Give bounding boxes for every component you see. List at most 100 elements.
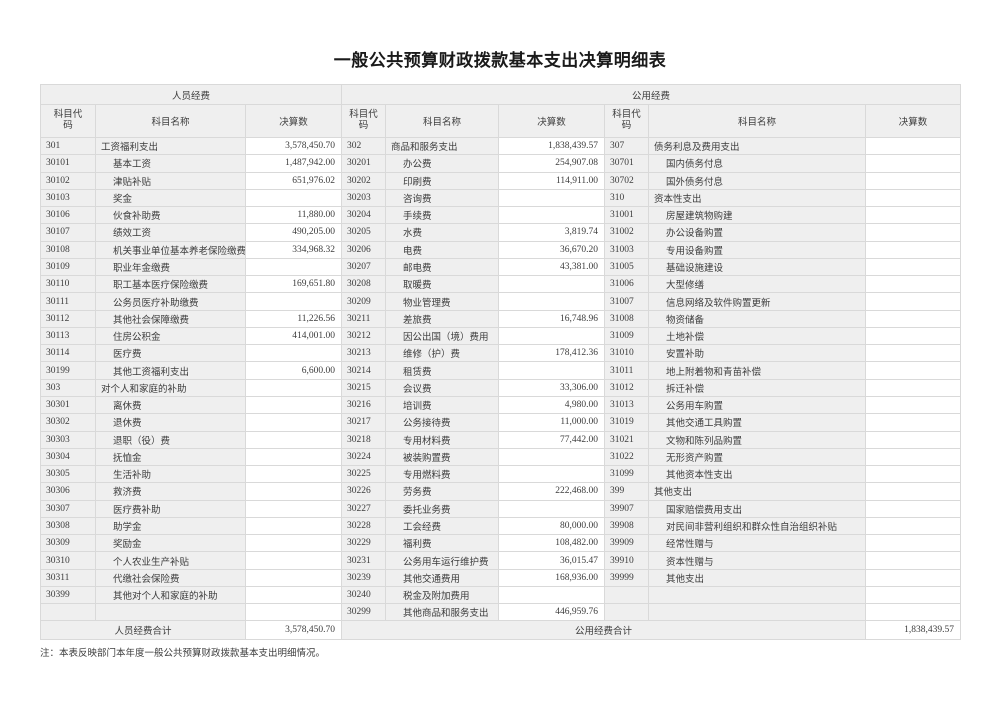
subject-code-cell: 307	[604, 136, 650, 156]
subject-code-cell: 31019	[604, 413, 650, 432]
value-cell: 1,487,942.00	[244, 154, 343, 173]
value-cell: 43,381.00	[498, 257, 606, 277]
value-cell	[865, 395, 962, 415]
subject-code-cell: 30103	[40, 188, 96, 208]
subject-name-cell: 生活补助	[95, 465, 246, 484]
subject-name-cell: 福利费	[385, 534, 500, 553]
value-cell	[244, 516, 343, 536]
value-cell	[865, 223, 962, 242]
value-cell	[865, 257, 962, 277]
subject-name-cell: 离休费	[95, 395, 246, 415]
section-public-header: 公用经费	[341, 84, 962, 105]
subject-name-cell: 信息网络及软件购置更新	[648, 292, 867, 311]
subject-code-cell: 30228	[341, 516, 387, 536]
subject-name-cell: 住房公积金	[95, 326, 246, 346]
subject-code-cell: 31007	[604, 292, 650, 311]
subject-code-cell: 30231	[341, 551, 387, 570]
subject-code-cell: 30224	[341, 447, 387, 467]
value-cell: 108,482.00	[498, 534, 606, 553]
value-cell: 651,976.02	[244, 171, 343, 190]
subject-code-cell: 31001	[604, 206, 650, 225]
subject-name-cell: 电费	[385, 240, 500, 259]
subject-code-cell: 30203	[341, 188, 387, 208]
value-cell	[865, 361, 962, 380]
value-cell	[498, 188, 606, 208]
subject-name-cell: 培训费	[385, 395, 500, 415]
subject-name-cell: 工会经费	[385, 516, 500, 536]
subject-name-cell: 租赁费	[385, 361, 500, 380]
value-cell	[244, 413, 343, 432]
value-cell	[244, 465, 343, 484]
subject-code-cell: 30209	[341, 292, 387, 311]
subject-name-cell: 地上附着物和青苗补偿	[648, 361, 867, 380]
subject-code-cell: 30110	[40, 275, 96, 294]
value-cell	[865, 309, 962, 328]
subject-name-cell: 其他商品和服务支出	[385, 603, 500, 622]
subject-name-cell: 办公设备购置	[648, 223, 867, 242]
value-cell	[498, 499, 606, 518]
subject-code-cell: 30114	[40, 344, 96, 363]
subject-name-cell: 无形资产购置	[648, 447, 867, 467]
subject-name-cell: 其他支出	[648, 568, 867, 587]
value-cell: 16,748.96	[498, 309, 606, 328]
subject-name-cell: 取暖费	[385, 275, 500, 294]
subject-code-cell: 30215	[341, 378, 387, 397]
subject-name-cell: 印刷费	[385, 171, 500, 190]
value-cell: 77,442.00	[498, 430, 606, 449]
table-row: 30101 基本工资 1,487,942.00 30201 办公费 254,907.08 3…	[40, 154, 962, 173]
subject-name-cell: 拆迁补偿	[648, 378, 867, 397]
value-cell: 11,226.56	[244, 309, 343, 328]
table-row: 301 工资福利支出 3,578,450.70 302 商品和服务支出 1,838,439…	[40, 136, 962, 156]
subject-code-cell: 30107	[40, 223, 96, 242]
subject-code-cell: 31013	[604, 395, 650, 415]
table-row: 30114 医疗费 30213 维修（护）费 178,412.36 31010 安置补助	[40, 344, 962, 363]
subject-name-cell: 国家赔偿费用支出	[648, 499, 867, 518]
col-header-code: 科目代码	[604, 104, 650, 138]
subject-name-cell: 委托业务费	[385, 499, 500, 518]
value-cell	[498, 206, 606, 225]
value-cell	[865, 206, 962, 225]
subject-code-cell: 30311	[40, 568, 96, 587]
value-cell	[865, 551, 962, 570]
col-header-value: 决算数	[244, 104, 343, 138]
table-row: 30307 医疗费补助 30227 委托业务费 39907 国家赔偿费用支出	[40, 499, 962, 518]
value-cell: 114,911.00	[498, 171, 606, 190]
table-row: 30107 绩效工资 490,205.00 30205 水费 3,819.74 31002 办…	[40, 223, 962, 242]
subject-name-cell: 物业管理费	[385, 292, 500, 311]
subject-code-cell: 30306	[40, 482, 96, 501]
value-cell	[244, 499, 343, 518]
value-cell	[865, 465, 962, 484]
subject-code-cell: 30206	[341, 240, 387, 259]
subject-name-cell: 个人农业生产补贴	[95, 551, 246, 570]
column-header-row: 科目代码 科目名称 决算数 科目代码 科目名称 决算数 科目代码 科目名称 决算…	[40, 104, 962, 138]
subject-code-cell: 30212	[341, 326, 387, 346]
subject-code-cell: 30205	[341, 223, 387, 242]
subject-name-cell: 专用材料费	[385, 430, 500, 449]
subject-name-cell: 退职（役）费	[95, 430, 246, 449]
value-cell: 169,651.80	[244, 275, 343, 294]
subject-name-cell: 因公出国（境）费用	[385, 326, 500, 346]
subject-name-cell: 商品和服务支出	[385, 136, 500, 156]
subject-code-cell: 31008	[604, 309, 650, 328]
subject-code-cell: 302	[341, 136, 387, 156]
subject-code-cell: 30229	[341, 534, 387, 553]
subject-name-cell: 物资储备	[648, 309, 867, 328]
subject-code-cell: 31012	[604, 378, 650, 397]
subject-code-cell: 30304	[40, 447, 96, 467]
table-row: 30102 津贴补贴 651,976.02 30202 印刷费 114,911.00 307…	[40, 171, 962, 190]
value-cell	[865, 499, 962, 518]
subject-code-cell: 30214	[341, 361, 387, 380]
subject-name-cell: 劳务费	[385, 482, 500, 501]
value-cell	[865, 240, 962, 259]
value-cell: 36,670.20	[498, 240, 606, 259]
subject-name-cell: 被装购置费	[385, 447, 500, 467]
table-row: 30103 奖金 30203 咨询费 310 资本性支出	[40, 188, 962, 208]
subject-code-cell: 30225	[341, 465, 387, 484]
subject-name-cell: 机关事业单位基本养老保险缴费	[95, 240, 246, 259]
subject-code-cell: 30701	[604, 154, 650, 173]
subject-code-cell: 30299	[341, 603, 387, 622]
section-header-row: 人员经费 公用经费	[39, 84, 962, 105]
subject-name-cell: 医疗费	[95, 344, 246, 363]
table-row: 30199 其他工资福利支出 6,600.00 30214 租赁费 31011 地上附着物和…	[40, 361, 962, 380]
subject-code-cell: 39907	[604, 499, 650, 518]
